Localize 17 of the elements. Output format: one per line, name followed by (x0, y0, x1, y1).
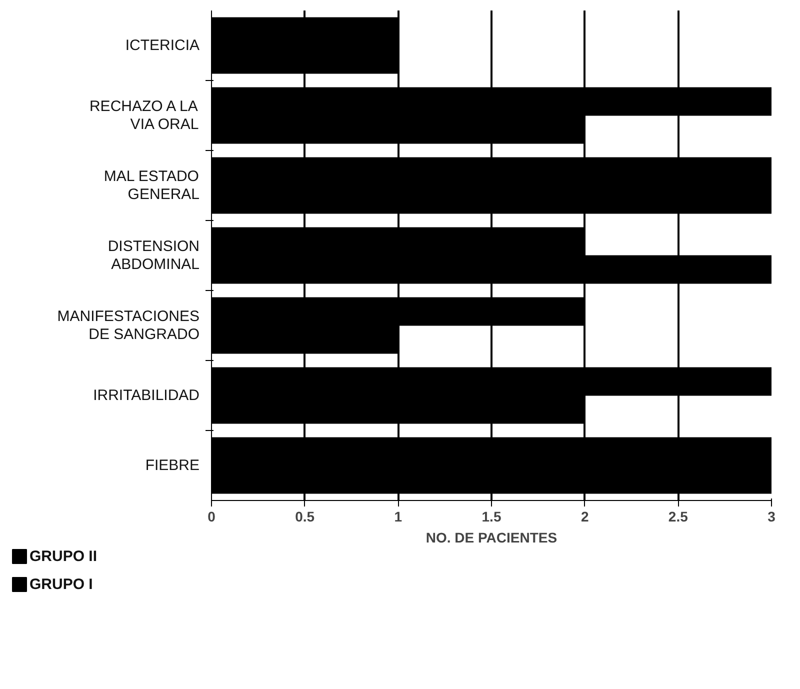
y-tick-label: RECHAZO A LA VIA ORAL (89, 98, 199, 133)
x-axis-title: NO. DE PACIENTES (426, 530, 558, 546)
y-tick-label: MANIFESTACIONES DE SANGRADO (57, 308, 200, 343)
x-tick-label: 0 (208, 508, 216, 524)
y-tick-label: IRRITABILIDAD (93, 387, 200, 404)
y-tick-label: FIEBRE (145, 457, 200, 474)
x-tick-label: 0.5 (295, 508, 315, 524)
legend-label: GRUPO II (30, 548, 98, 565)
x-tick-label: 2 (580, 508, 589, 524)
legend-label: GRUPO I (30, 576, 93, 593)
y-tick-label: MAL ESTADO GENERAL (104, 168, 200, 203)
x-tick-label: 1.5 (482, 508, 502, 524)
y-tick-label: DISTENSION ABDOMINAL (108, 238, 200, 273)
x-tick-label: 1 (394, 508, 402, 524)
x-tick-label: 3 (768, 508, 776, 524)
x-tick-label: 2.5 (668, 508, 688, 524)
y-tick-label: ICTERICIA (125, 37, 200, 54)
